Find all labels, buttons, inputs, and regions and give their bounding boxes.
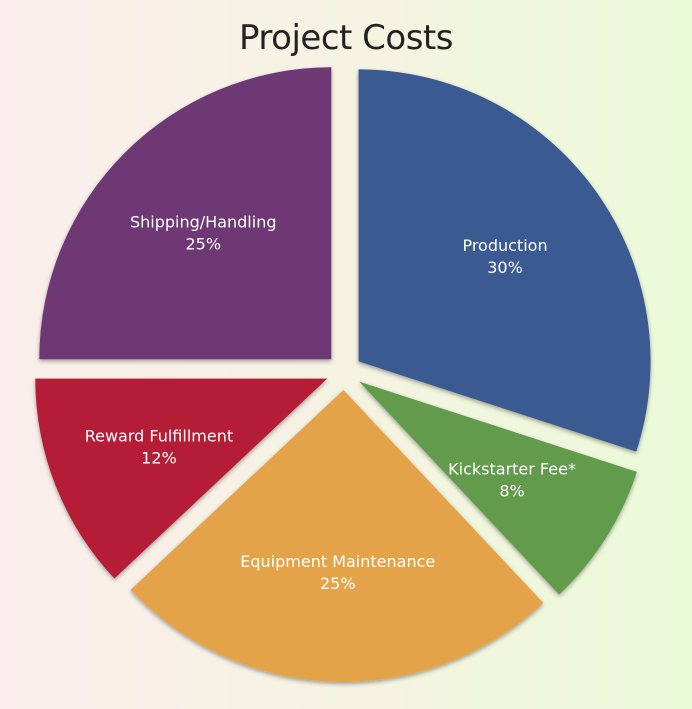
slice-label-4: Shipping/Handling [130,212,277,231]
pie-slice-4 [39,67,332,360]
slice-value-label-3: 12% [141,448,177,467]
slice-label-3: Reward Fulfillment [85,426,233,445]
slice-label-2: Equipment Maintenance [240,552,435,571]
slice-value-label-1: 8% [499,482,524,501]
slice-value-label-2: 25% [320,574,356,593]
slice-label-1: Kickstarter Fee* [448,460,576,479]
pie-slice-2 [130,389,544,682]
slice-value-label-4: 25% [185,234,221,253]
slice-value-label-0: 30% [487,258,523,277]
chart-title: Project Costs [239,18,453,58]
pie-slice-0 [358,69,651,452]
slice-label-0: Production [462,236,547,255]
pie-slice-1 [359,381,637,595]
pie-slice-3 [35,378,328,579]
